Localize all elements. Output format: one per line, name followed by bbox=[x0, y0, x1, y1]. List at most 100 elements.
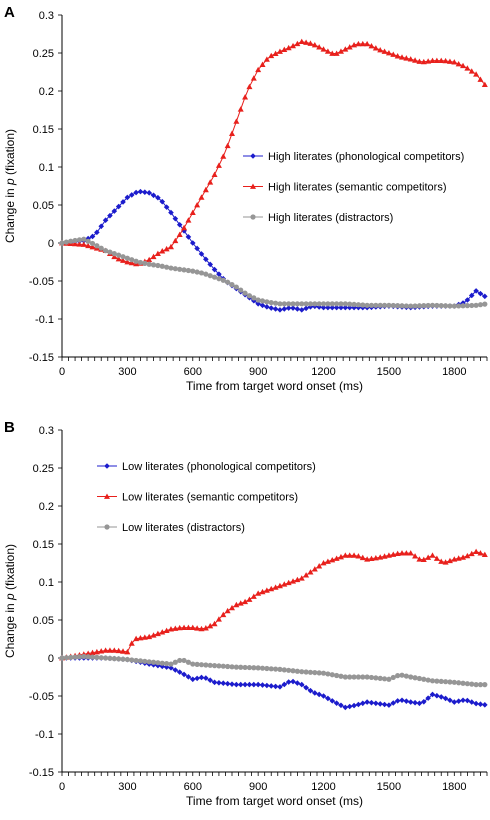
data-point bbox=[285, 305, 292, 311]
data-point bbox=[224, 680, 231, 687]
data-point bbox=[307, 569, 314, 575]
data-point bbox=[81, 236, 87, 242]
data-point bbox=[215, 616, 222, 622]
data-point bbox=[277, 666, 283, 673]
data-point bbox=[464, 552, 471, 559]
data-point bbox=[128, 259, 135, 266]
data-point bbox=[307, 301, 314, 307]
data-point bbox=[272, 683, 279, 690]
data-point bbox=[63, 655, 69, 661]
data-point bbox=[133, 635, 140, 642]
data-point bbox=[294, 668, 300, 674]
data-point bbox=[355, 40, 362, 47]
data-point bbox=[164, 264, 170, 270]
data-point bbox=[373, 302, 379, 308]
data-point bbox=[355, 701, 362, 708]
y-tick-label: 0 bbox=[48, 653, 54, 665]
data-point bbox=[85, 235, 91, 242]
data-point bbox=[150, 192, 157, 199]
data-point bbox=[146, 256, 153, 263]
data-point bbox=[408, 303, 414, 309]
data-point bbox=[482, 293, 488, 300]
data-point bbox=[220, 153, 227, 159]
data-point bbox=[181, 671, 187, 678]
y-tick-label: 0.2 bbox=[39, 501, 54, 513]
data-point bbox=[202, 625, 209, 631]
data-point bbox=[316, 304, 322, 310]
y-axis-title-part: (fixation) bbox=[3, 544, 17, 590]
data-point bbox=[468, 292, 475, 299]
data-point bbox=[98, 655, 104, 661]
data-point bbox=[246, 83, 253, 90]
data-point bbox=[124, 648, 131, 655]
data-point bbox=[120, 648, 127, 654]
data-point bbox=[456, 680, 462, 686]
series-line bbox=[61, 191, 486, 311]
data-point bbox=[438, 303, 444, 309]
data-point bbox=[342, 674, 348, 680]
data-point bbox=[399, 550, 405, 556]
data-point bbox=[285, 44, 292, 51]
data-point bbox=[451, 303, 457, 309]
data-point bbox=[338, 301, 344, 307]
data-point bbox=[333, 555, 340, 561]
data-point bbox=[412, 699, 418, 706]
data-point bbox=[311, 41, 318, 48]
data-point bbox=[255, 301, 261, 307]
legend-label: High literates (semantic competitors) bbox=[268, 182, 447, 194]
data-point bbox=[299, 669, 305, 675]
series-diamond bbox=[59, 188, 488, 313]
data-point bbox=[482, 301, 488, 307]
data-point bbox=[94, 243, 100, 249]
data-point bbox=[351, 674, 357, 680]
data-point bbox=[290, 301, 296, 307]
data-point bbox=[416, 675, 423, 682]
data-point bbox=[211, 663, 218, 669]
data-point bbox=[281, 301, 287, 307]
data-point bbox=[329, 698, 336, 704]
data-point bbox=[272, 50, 279, 57]
data-point bbox=[377, 675, 383, 681]
data-point bbox=[137, 635, 144, 641]
data-point bbox=[216, 271, 222, 277]
data-point bbox=[399, 697, 405, 704]
data-point bbox=[325, 304, 331, 311]
data-point bbox=[277, 684, 283, 690]
data-point bbox=[469, 302, 475, 309]
data-point bbox=[281, 581, 288, 587]
data-point bbox=[164, 661, 170, 667]
data-point bbox=[412, 553, 419, 559]
data-point bbox=[98, 245, 104, 251]
data-point bbox=[259, 61, 266, 67]
data-point bbox=[473, 288, 479, 294]
data-point bbox=[159, 629, 166, 635]
data-point bbox=[360, 674, 366, 680]
data-point bbox=[268, 52, 275, 59]
data-point bbox=[172, 215, 179, 222]
data-point bbox=[259, 588, 266, 595]
data-point bbox=[420, 58, 427, 65]
data-point bbox=[154, 250, 161, 257]
data-point bbox=[250, 681, 257, 688]
data-point bbox=[263, 587, 270, 593]
data-point bbox=[429, 552, 436, 558]
data-point bbox=[421, 303, 427, 309]
data-point bbox=[351, 552, 358, 558]
data-point bbox=[120, 199, 126, 205]
data-point bbox=[351, 301, 357, 308]
data-point bbox=[268, 666, 274, 672]
data-point bbox=[242, 94, 249, 100]
data-point bbox=[190, 661, 196, 667]
data-point bbox=[177, 266, 183, 272]
data-point bbox=[477, 550, 484, 556]
data-point bbox=[107, 249, 113, 255]
panel-letter: B bbox=[4, 419, 15, 436]
data-point bbox=[263, 56, 270, 62]
data-point bbox=[425, 58, 432, 64]
data-point bbox=[185, 217, 192, 223]
data-point bbox=[220, 680, 227, 687]
data-point bbox=[307, 669, 314, 675]
data-point bbox=[224, 142, 231, 149]
data-point bbox=[250, 75, 257, 81]
legend-marker bbox=[250, 183, 256, 189]
